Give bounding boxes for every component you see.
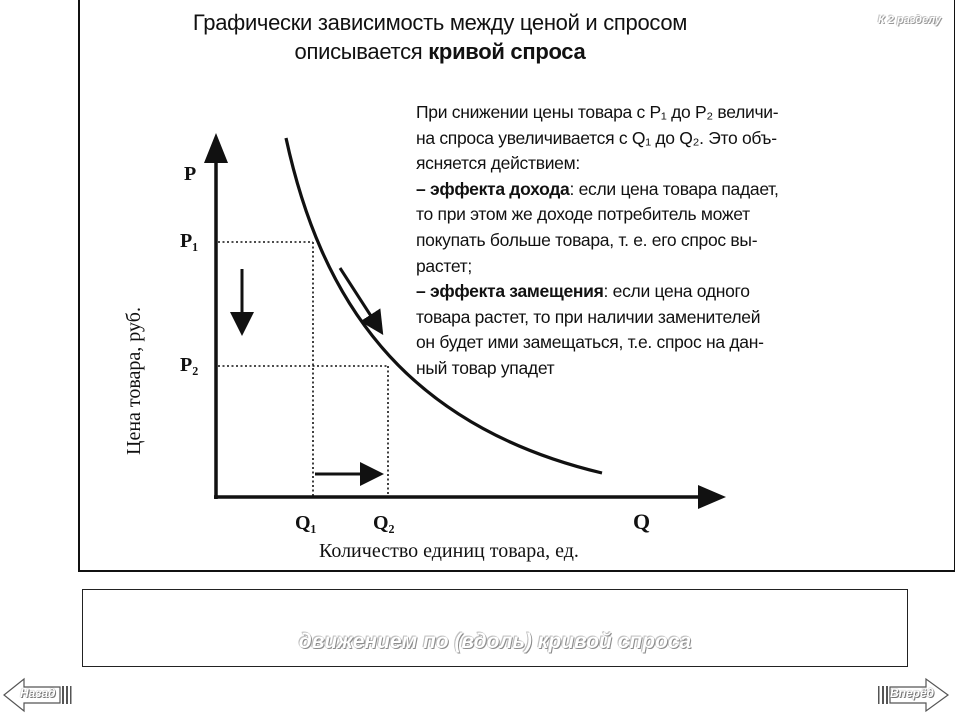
explanation-line: то при этом же доходе потребитель может xyxy=(416,204,750,225)
income-effect-rest: : если цена товара падает, xyxy=(569,178,779,199)
income-effect-line: – эффекта дохода: если цена товара падае… xyxy=(416,177,896,203)
forward-arrow-icon xyxy=(878,677,950,713)
substitution-effect-term: – эффекта замещения xyxy=(416,281,604,302)
q2-label: Q₂ xyxy=(373,512,395,534)
title-line-1: Графически зависимость между ценой и спр… xyxy=(192,10,688,35)
title-plain: описывается xyxy=(294,39,429,64)
section-link[interactable]: К 2 разделу xyxy=(878,14,942,26)
explanation-line: растет; xyxy=(416,255,472,276)
explanation-line: При снижении цены товара с P₁ до P₂ вели… xyxy=(416,102,779,122)
demand-curve xyxy=(284,137,603,475)
substitution-effect-line: – эффекта замещения: если цена одного xyxy=(416,279,896,305)
x-axis-arrowhead xyxy=(698,485,726,509)
forward-button[interactable]: Вперёд xyxy=(876,676,952,714)
explanation-line: на спроса увеличивается с Q₁ до Q₂. Это … xyxy=(416,127,777,148)
explanation-line: ный товар упадет xyxy=(416,357,555,378)
explanation-line: он будет ими замещаться, т.е. спрос на д… xyxy=(416,332,764,353)
demand-curve-diagram: P P₁ P₂ Q₁ Q₂ Q Количество единиц товара… xyxy=(123,133,726,562)
y-axis-arrowhead xyxy=(204,133,228,163)
answer-box: движением по (вдоль) кривой спроса xyxy=(82,589,908,667)
back-label: Назад xyxy=(20,686,56,700)
income-effect-term: – эффекта дохода xyxy=(416,178,570,199)
title-bold: кривой спроса xyxy=(428,39,586,64)
q1-label: Q₁ xyxy=(295,512,317,534)
y-axis-title: Цена товара, руб. xyxy=(123,307,145,455)
back-arrow-icon xyxy=(3,677,72,713)
x-axis-symbol: Q xyxy=(633,509,650,534)
answer-text: движением по (вдоль) кривой спроса xyxy=(298,630,692,653)
slide-frame xyxy=(78,0,955,572)
title-line-2: описывается кривой спроса xyxy=(120,37,760,66)
p2-label: P₂ xyxy=(180,354,198,376)
slide-title: Графически зависимость между ценой и спр… xyxy=(120,8,760,66)
explanation-line: товара растет, то при наличии заменителе… xyxy=(416,306,761,327)
explanation-line: ясняется действием: xyxy=(416,153,580,174)
substitution-effect-rest: : если цена одного xyxy=(603,281,750,302)
explanation-line: покупать больше товара, т. е. его спрос … xyxy=(416,229,758,250)
back-button[interactable]: Назад xyxy=(2,676,72,714)
y-axis-symbol: P xyxy=(184,163,196,185)
forward-label: Вперёд xyxy=(890,686,935,700)
explanation-text: При снижении цены товара с P₁ до P₂ вели… xyxy=(416,100,896,382)
along-curve-arrow xyxy=(338,267,384,336)
x-axis-title: Количество единиц товара, ед. xyxy=(319,540,579,562)
p1-label: P₁ xyxy=(180,230,198,252)
